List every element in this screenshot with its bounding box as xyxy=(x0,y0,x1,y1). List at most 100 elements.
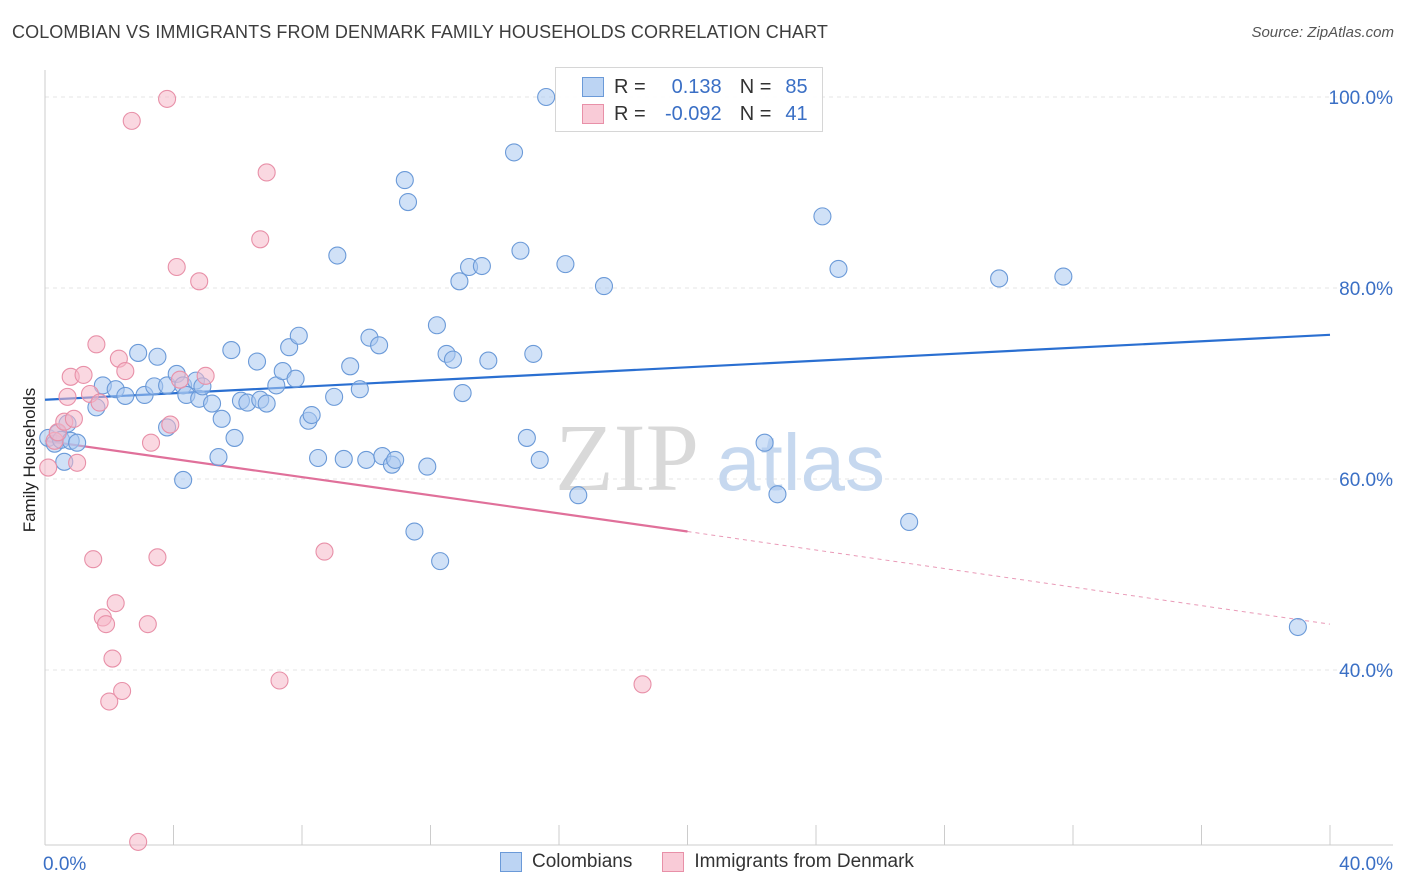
data-point-colombians xyxy=(472,256,491,276)
data-point-denmark xyxy=(196,366,215,385)
data-point-denmark xyxy=(251,230,270,249)
y-tick-label: 100.0% xyxy=(1329,88,1394,109)
data-point-denmark xyxy=(190,272,209,291)
data-point-colombians xyxy=(212,409,231,428)
data-point-denmark xyxy=(257,163,276,182)
y-tick-label: 40.0% xyxy=(1339,661,1393,682)
data-point-colombians xyxy=(443,350,463,369)
legend-item-denmark[interactable]: Immigrants from Denmark xyxy=(662,851,914,873)
legend-swatch-colombians xyxy=(582,77,604,97)
data-point-denmark xyxy=(64,409,83,428)
data-point-colombians xyxy=(328,246,347,265)
source-credit: Source: ZipAtlas.com xyxy=(1251,24,1394,41)
grid-lines xyxy=(45,96,1393,671)
r-label: R = xyxy=(614,75,646,98)
data-point-colombians xyxy=(225,428,244,447)
data-point-colombians xyxy=(209,447,228,467)
r-value: 0.138 xyxy=(671,75,722,98)
data-point-colombians xyxy=(257,394,276,413)
data-point-colombians xyxy=(1288,617,1307,637)
data-point-denmark xyxy=(106,594,125,613)
data-point-colombians xyxy=(286,369,305,388)
trend-line-denmark xyxy=(44,439,688,533)
data-point-colombians xyxy=(350,380,369,399)
data-point-denmark xyxy=(90,393,109,412)
data-point-denmark xyxy=(39,458,58,477)
data-point-colombians xyxy=(813,207,832,226)
data-point-colombians xyxy=(418,457,437,476)
r-value: -0.092 xyxy=(664,102,722,125)
data-point-denmark xyxy=(58,387,77,406)
data-point-denmark xyxy=(68,453,87,472)
data-point-colombians xyxy=(524,344,543,363)
legend-swatch-colombians xyxy=(500,852,522,872)
data-point-colombians xyxy=(325,387,344,406)
data-point-colombians xyxy=(370,336,389,355)
data-point-denmark xyxy=(170,370,189,389)
data-point-denmark xyxy=(116,362,135,381)
correlation-legend: R = 0.138 N = 85 R = -0.092 N = 41 xyxy=(555,67,823,132)
data-point-colombians xyxy=(504,143,524,162)
data-point-denmark xyxy=(161,415,180,434)
data-point-denmark xyxy=(138,615,157,634)
legend-label-colombians: Colombians xyxy=(532,851,633,872)
data-point-colombians xyxy=(768,485,787,504)
data-point-denmark xyxy=(633,675,652,694)
data-point-denmark xyxy=(129,832,148,851)
watermark-atlas: atlas xyxy=(716,418,885,507)
n-value: 85 xyxy=(785,75,808,98)
data-point-colombians xyxy=(289,326,308,345)
data-points xyxy=(39,87,1307,851)
data-point-denmark xyxy=(96,615,116,634)
data-point-colombians xyxy=(900,512,919,532)
data-point-denmark xyxy=(84,550,103,569)
data-point-colombians xyxy=(511,241,530,260)
data-point-colombians xyxy=(427,316,446,335)
data-point-denmark xyxy=(167,257,186,277)
data-point-colombians xyxy=(398,193,418,212)
data-point-denmark xyxy=(103,649,122,668)
data-point-colombians xyxy=(755,433,774,452)
data-point-colombians xyxy=(203,394,222,413)
data-point-colombians xyxy=(537,87,556,107)
data-point-colombians xyxy=(68,433,87,452)
data-point-colombians xyxy=(222,341,241,360)
data-point-colombians xyxy=(302,405,321,425)
data-point-colombians xyxy=(829,259,848,278)
data-point-colombians xyxy=(174,470,193,490)
data-point-colombians xyxy=(116,386,135,405)
tick-labels: 40.0% 60.0% 80.0% 100.0% 0.0% 40.0% xyxy=(43,88,1393,875)
data-point-denmark xyxy=(113,681,132,701)
data-point-colombians xyxy=(530,450,549,469)
legend-swatch-denmark xyxy=(662,852,685,872)
y-tick-label: 80.0% xyxy=(1339,279,1393,300)
trend-lines xyxy=(44,333,1331,625)
legend-row-denmark: R = -0.092 N = 41 xyxy=(582,101,808,127)
data-point-colombians xyxy=(148,347,167,366)
legend-item-colombians[interactable]: Colombians xyxy=(500,851,632,873)
legend-label-denmark: Immigrants from Denmark xyxy=(694,851,914,872)
data-point-colombians xyxy=(247,352,267,371)
r-label: R = xyxy=(614,102,646,125)
y-axis-title: Family Households xyxy=(20,387,39,533)
data-point-colombians xyxy=(556,255,575,274)
axes xyxy=(44,70,1393,846)
data-point-colombians xyxy=(405,522,424,541)
data-point-colombians xyxy=(1054,267,1073,286)
data-point-denmark xyxy=(87,335,106,354)
data-point-colombians xyxy=(594,277,614,296)
data-point-denmark xyxy=(100,692,119,711)
y-tick-label: 60.0% xyxy=(1339,470,1393,491)
x-tick-label: 40.0% xyxy=(1339,854,1393,875)
data-point-denmark xyxy=(158,89,177,108)
n-label: N = xyxy=(739,75,772,98)
data-point-denmark xyxy=(315,542,334,561)
chart-title: COLOMBIAN VS IMMIGRANTS FROM DENMARK FAM… xyxy=(12,22,828,42)
data-point-colombians xyxy=(517,428,536,447)
data-point-colombians xyxy=(431,552,450,571)
x-tick-label: 0.0% xyxy=(43,854,86,875)
data-point-denmark xyxy=(148,548,167,567)
n-label: N = xyxy=(739,102,772,125)
data-point-denmark xyxy=(141,433,161,452)
